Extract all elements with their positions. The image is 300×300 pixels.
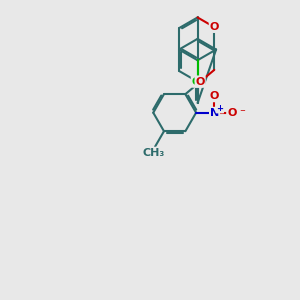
Text: ⁻: ⁻ <box>239 108 245 118</box>
Text: O: O <box>210 22 219 32</box>
Text: O: O <box>227 108 236 118</box>
Text: N: N <box>193 76 202 87</box>
Text: O: O <box>196 77 205 87</box>
Text: +: + <box>216 104 223 113</box>
Text: N: N <box>210 108 219 118</box>
Text: O: O <box>210 91 219 101</box>
Text: Cl: Cl <box>192 76 203 87</box>
Text: CH₃: CH₃ <box>142 148 165 158</box>
